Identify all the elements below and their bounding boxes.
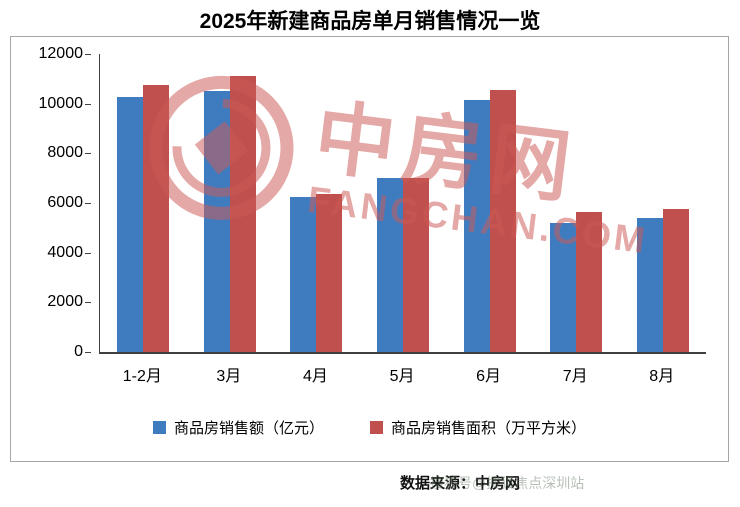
bar <box>636 217 663 352</box>
bar-group <box>619 54 706 352</box>
x-axis-tick-label: 5月 <box>389 368 415 385</box>
legend: 商品房销售额（亿元） 商品房销售面积（万平方米） <box>11 417 728 438</box>
x-axis-tick-label: 7月 <box>562 368 588 385</box>
y-axis-tick-label: 10000 <box>11 95 91 113</box>
y-axis-tick-label: 12000 <box>11 45 91 63</box>
legend-swatch-blue <box>152 421 166 434</box>
bar <box>463 99 490 352</box>
bar <box>403 178 430 352</box>
bar-group <box>360 54 447 352</box>
bar-group <box>100 54 187 352</box>
y-axis-tick-label: 4000 <box>11 244 91 262</box>
bar-group <box>446 54 533 352</box>
bar <box>377 178 404 352</box>
bar <box>576 211 603 352</box>
x-axis-tick-label: 1-2月 <box>122 368 162 385</box>
x-axis-tick-label: 8月 <box>649 368 675 385</box>
y-axis-tick-label: 8000 <box>11 144 91 162</box>
bar-group <box>533 54 620 352</box>
legend-item-sales-area: 商品房销售面积（万平方米） <box>370 417 586 438</box>
watermark-overlay-text: 搜狐号@搜狐焦点深圳站 <box>430 475 585 491</box>
bar <box>117 97 144 352</box>
chart-container: 12000 10000 8000 6000 4000 2000 0 1-2月 3月 4月 5月 6月… <box>10 36 729 462</box>
y-axis-tick-label: 6000 <box>11 194 91 212</box>
legend-item-sales-amount: 商品房销售额（亿元） <box>152 417 324 438</box>
x-axis-tick-label: 3月 <box>216 368 242 385</box>
legend-label: 商品房销售额（亿元） <box>173 420 324 437</box>
y-axis-tick-label: 2000 <box>11 293 91 311</box>
bar <box>229 76 256 352</box>
chart-title: 2025年新建商品房单月销售情况一览 <box>199 10 541 33</box>
bar <box>550 222 577 352</box>
x-axis-tick-label: 6月 <box>476 368 502 385</box>
bar-group <box>273 54 360 352</box>
bar <box>489 90 516 352</box>
x-axis-labels: 1-2月 3月 4月 5月 6月 7月 8月 <box>99 362 705 386</box>
plot-area <box>99 54 706 354</box>
legend-label: 商品房销售面积（万平方米） <box>391 420 587 437</box>
bar <box>290 196 317 352</box>
bar <box>203 91 230 352</box>
legend-swatch-red <box>370 421 383 434</box>
y-axis-tick-label: 0 <box>11 343 91 361</box>
y-axis: 12000 10000 8000 6000 4000 2000 0 <box>11 45 91 360</box>
data-source-label: 数据来源：中房网 <box>400 475 521 492</box>
bar <box>316 194 343 352</box>
bar <box>143 85 170 352</box>
bar-group <box>187 54 274 352</box>
bar <box>662 209 689 352</box>
x-axis-tick-label: 4月 <box>302 368 328 385</box>
bar-groups <box>100 54 706 352</box>
source-row: 数据来源：中房网 搜狐号@搜狐焦点深圳站 <box>0 472 740 496</box>
